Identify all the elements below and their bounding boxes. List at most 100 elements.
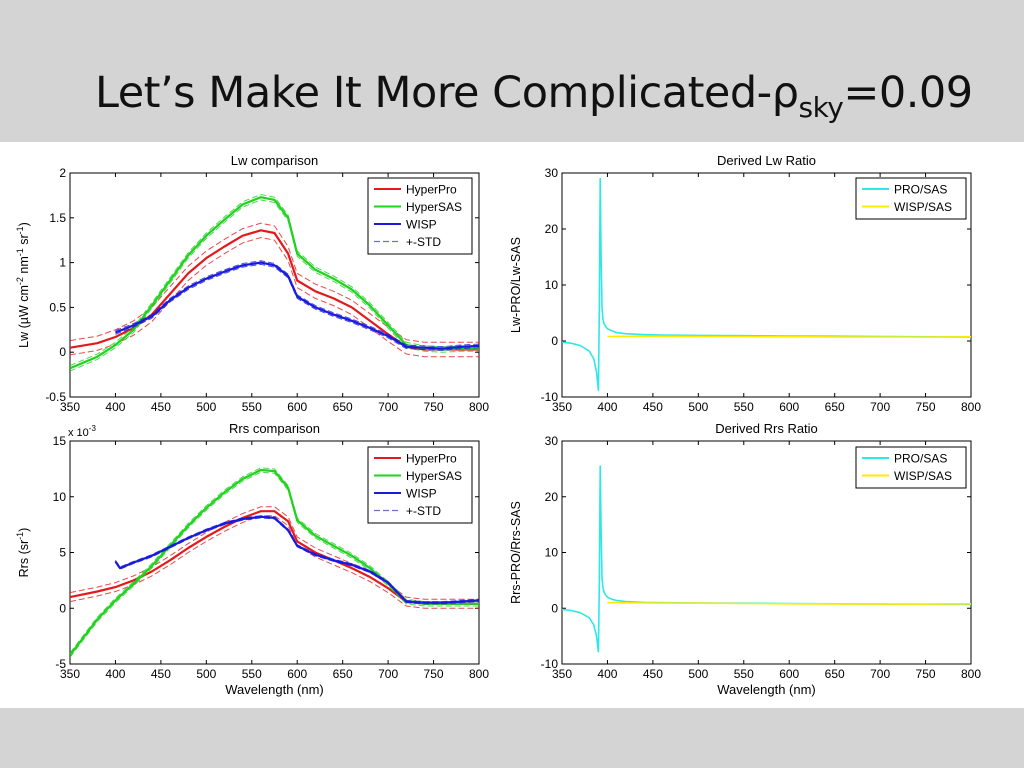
y-tick-label: 5	[59, 546, 66, 560]
x-tick-label: 650	[333, 400, 353, 414]
series-group-lw	[70, 193, 479, 372]
y-tick-label: -10	[541, 390, 559, 404]
x-tick-label: 400	[597, 400, 617, 414]
x-tick-label: 650	[825, 667, 845, 681]
series-line-wisp-sas	[607, 601, 971, 605]
x-tick-label: 800	[469, 400, 489, 414]
x-tick-label: 650	[825, 400, 845, 414]
x-tick-label: 800	[961, 400, 981, 414]
x-tick-label: 700	[870, 400, 890, 414]
y-tick-label: 20	[545, 490, 559, 504]
chart-title-lw: Lw comparison	[231, 153, 318, 168]
legend-label-hyperpro: HyperPro	[406, 183, 457, 197]
slide-title: Let’s Make It More Complicated-ρsky=0.09	[95, 68, 973, 124]
x-tick-label: 750	[916, 667, 936, 681]
x-tick-label: 350	[60, 667, 80, 681]
x-tick-label: 650	[333, 667, 353, 681]
x-tick-label: 600	[779, 667, 799, 681]
y-tick-label: 15	[53, 434, 67, 448]
std-line-hypersas	[70, 467, 479, 654]
legend-label-pro-sas: PRO/SAS	[894, 452, 947, 466]
legend-label-hypersas: HyperSAS	[406, 200, 462, 214]
y-tick-label: 10	[53, 490, 67, 504]
y-label-superscript: -1	[15, 226, 25, 234]
legend-label-wisp: WISP	[406, 487, 437, 501]
std-line-wisp	[115, 263, 479, 351]
y-axis-label-rrs: Rrs (sr-1)	[15, 528, 31, 578]
series-group-lwratio	[562, 177, 971, 392]
title-main: Let’s Make It More Complicated-	[95, 68, 772, 118]
x-tick-label: 550	[734, 400, 754, 414]
y-tick-label: 1	[59, 256, 66, 270]
std-line-hypersas	[70, 193, 479, 367]
y-axis-label-lwratio: Lw-PRO/Lw-SAS	[509, 237, 523, 333]
title-rho: ρ	[771, 68, 799, 118]
x-tick-label: 450	[643, 667, 663, 681]
y-tick-label: -0.5	[45, 390, 66, 404]
x-axis-label-rrsratio: Wavelength (nm)	[717, 682, 816, 697]
figure-panel: Lw comparison 350 400 450 500 550 600 650 700 750…	[0, 142, 1024, 708]
y-tick-label: 30	[545, 166, 559, 180]
y-label-part: )	[17, 222, 31, 226]
y-label-part: Lw-PRO/Lw-SAS	[509, 237, 523, 333]
x-tick-label: 600	[779, 400, 799, 414]
x-tick-label: 750	[916, 400, 936, 414]
x-tick-label: 600	[287, 400, 307, 414]
x-tick-label: 400	[597, 667, 617, 681]
y-tick-label: 0.5	[49, 300, 66, 314]
series-line-wisp-sas	[607, 335, 971, 338]
y-tick-label: 1.5	[49, 211, 66, 225]
title-subscript: sky	[798, 91, 844, 124]
series-line-hypersas	[70, 196, 479, 370]
std-line-hyperpro	[70, 515, 479, 609]
series-group-rrs	[70, 467, 479, 658]
y-label-part: nm	[17, 256, 31, 277]
series-line-wisp	[114, 515, 479, 604]
y-label-part: Rrs-PRO/Rrs-SAS	[509, 501, 523, 604]
series-line-wisp	[114, 261, 479, 350]
y-label-part: )	[17, 528, 31, 532]
x-tick-label: 550	[734, 667, 754, 681]
y-scale-exponent: -3	[89, 424, 97, 433]
y-tick-label: -5	[55, 657, 66, 671]
y-label-superscript: -2	[15, 277, 25, 285]
x-tick-label: 700	[378, 667, 398, 681]
y-tick-label: 0	[551, 334, 558, 348]
y-axis-label-rrsratio: Rrs-PRO/Rrs-SAS	[509, 501, 523, 604]
x-tick-label: 700	[378, 400, 398, 414]
legend-label-hypersas: HyperSAS	[406, 469, 462, 483]
x-tick-label: 500	[196, 667, 216, 681]
y-tick-label: 2	[59, 166, 66, 180]
legend-label-hyperpro: HyperPro	[406, 452, 457, 466]
x-tick-label: 500	[196, 400, 216, 414]
y-tick-label: 0	[59, 601, 66, 615]
chart-lw: Lw comparison 350 400 450 500 550 600 650 700 750…	[15, 153, 489, 414]
x-axis-label-rrs: Wavelength (nm)	[225, 682, 324, 697]
x-tick-label: 750	[424, 667, 444, 681]
chart-rrs: Rrs comparison 350 400 450 500 550 600 650 700 75…	[15, 421, 489, 697]
legend-label-std: +-STD	[406, 504, 441, 518]
x-tick-label: 500	[688, 667, 708, 681]
x-tick-label: 400	[105, 400, 125, 414]
legend-label-wisp-sas: WISP/SAS	[894, 200, 952, 214]
x-tick-label: 450	[151, 667, 171, 681]
x-tick-label: 800	[469, 667, 489, 681]
std-line-hyperpro	[70, 236, 479, 358]
std-line-hypersas	[70, 199, 479, 372]
x-tick-label: 350	[60, 400, 80, 414]
legend-label-std: +-STD	[406, 235, 441, 249]
y-tick-label: 20	[545, 222, 559, 236]
y-label-part: Rrs (sr	[17, 540, 31, 578]
y-label-part: W cm	[17, 285, 31, 317]
x-tick-label: 550	[242, 667, 262, 681]
chart-title-rrs: Rrs comparison	[229, 421, 320, 436]
legend-label-wisp-sas: WISP/SAS	[894, 469, 952, 483]
y-label-superscript: -1	[15, 532, 25, 540]
std-line-wisp	[115, 260, 479, 348]
chart-lwratio: Derived Lw Ratio 350 400 450 500 550 600 650 700…	[509, 153, 981, 414]
legend-label-wisp: WISP	[406, 218, 437, 232]
y-axis-label-lw: Lw (µW cm-2 nm-1 sr-1)	[15, 222, 31, 348]
y-label-superscript: -1	[15, 248, 25, 256]
legend-label-pro-sas: PRO/SAS	[894, 183, 947, 197]
